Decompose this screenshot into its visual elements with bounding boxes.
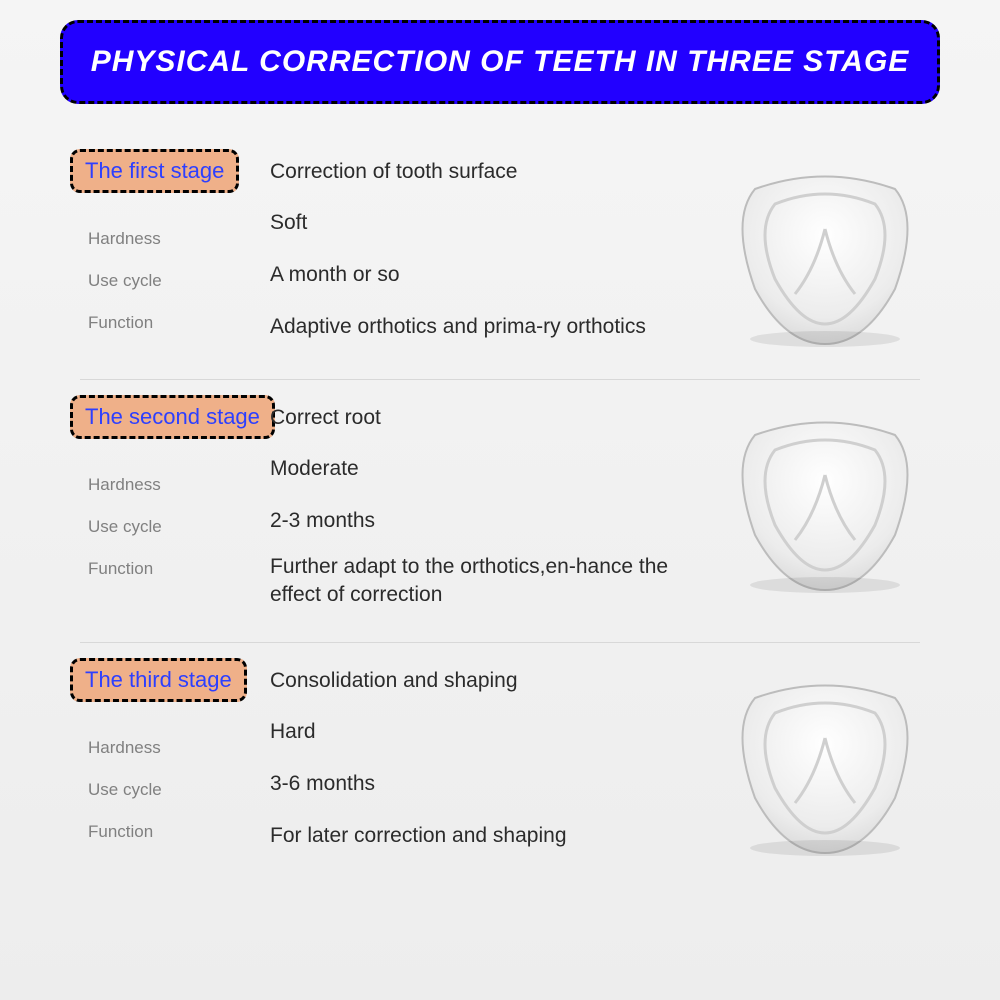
stage-usecycle-value: 3-6 months: [270, 764, 700, 804]
stage-badge: The second stage: [70, 395, 275, 439]
label-function: Function: [88, 313, 270, 333]
stage-usecycle-value: A month or so: [270, 255, 700, 295]
stage-left-col: The first stage Hardness Use cycle Funct…: [60, 149, 270, 355]
stage-badge: The third stage: [70, 658, 247, 702]
label-function: Function: [88, 559, 270, 579]
stage-image-col: [710, 658, 940, 868]
stage-left-col: The third stage Hardness Use cycle Funct…: [60, 658, 270, 864]
stage-left-col: The second stage Hardness Use cycle Func…: [60, 395, 270, 601]
stage-block-3: The third stage Hardness Use cycle Funct…: [60, 643, 940, 888]
stage-usecycle-value: 2-3 months: [270, 501, 700, 541]
stage-function-value: Adaptive orthotics and prima‑ry orthotic…: [270, 307, 700, 347]
title-banner: PHYSICAL CORRECTION OF TEETH IN THREE ST…: [60, 20, 940, 104]
aligner-icon: [725, 405, 925, 605]
stage-image-col: [710, 149, 940, 359]
stage-mid-col: Correct root Moderate 2-3 months Further…: [270, 395, 710, 622]
label-function: Function: [88, 822, 270, 842]
label-hardness: Hardness: [88, 229, 270, 249]
stage-image-col: [710, 395, 940, 605]
aligner-icon: [725, 159, 925, 359]
label-hardness: Hardness: [88, 475, 270, 495]
stage-function-value: For later correction and shaping: [270, 816, 700, 856]
stage-mid-col: Consolidation and shaping Hard 3-6 month…: [270, 658, 710, 868]
stage-badge: The first stage: [70, 149, 239, 193]
stage-hardness-value: Soft: [270, 203, 700, 243]
label-hardness: Hardness: [88, 738, 270, 758]
stage-mid-col: Correction of tooth surface Soft A month…: [270, 149, 710, 359]
stage-function-value: Further adapt to the orthotics,en‑hance …: [270, 553, 700, 610]
label-use-cycle: Use cycle: [88, 780, 270, 800]
stage-block-2: The second stage Hardness Use cycle Func…: [60, 380, 940, 642]
label-use-cycle: Use cycle: [88, 517, 270, 537]
stage-headline: Correction of tooth surface: [270, 155, 700, 189]
stage-headline: Correct root: [270, 401, 700, 435]
label-use-cycle: Use cycle: [88, 271, 270, 291]
stage-hardness-value: Moderate: [270, 449, 700, 489]
aligner-icon: [725, 668, 925, 868]
stage-block-1: The first stage Hardness Use cycle Funct…: [60, 134, 940, 379]
stage-hardness-value: Hard: [270, 712, 700, 752]
stage-headline: Consolidation and shaping: [270, 664, 700, 698]
